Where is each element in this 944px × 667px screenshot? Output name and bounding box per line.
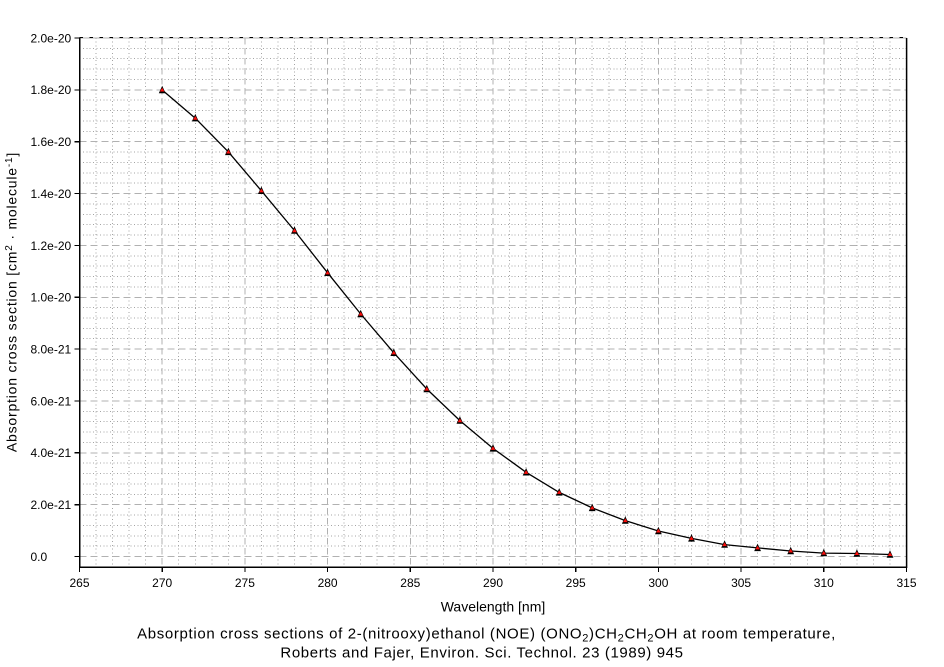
svg-text:Absorption cross sections of 2: Absorption cross sections of 2-(nitrooxy… bbox=[137, 626, 836, 645]
svg-text:300: 300 bbox=[648, 576, 668, 590]
svg-text:310: 310 bbox=[814, 576, 834, 590]
svg-text:2.0e-20: 2.0e-20 bbox=[31, 31, 72, 45]
svg-text:2.0e-21: 2.0e-21 bbox=[31, 498, 72, 512]
svg-text:8.0e-21: 8.0e-21 bbox=[31, 343, 72, 357]
svg-text:1.0e-20: 1.0e-20 bbox=[31, 291, 72, 305]
svg-text:265: 265 bbox=[69, 576, 89, 590]
svg-text:1.2e-20: 1.2e-20 bbox=[31, 239, 72, 253]
svg-text:275: 275 bbox=[235, 576, 255, 590]
svg-text:285: 285 bbox=[400, 576, 420, 590]
svg-text:290: 290 bbox=[483, 576, 503, 590]
svg-text:270: 270 bbox=[152, 576, 172, 590]
svg-text:1.4e-20: 1.4e-20 bbox=[31, 187, 72, 201]
svg-text:280: 280 bbox=[318, 576, 338, 590]
svg-text:4.0e-21: 4.0e-21 bbox=[31, 446, 72, 460]
svg-text:1.6e-20: 1.6e-20 bbox=[31, 135, 72, 149]
svg-text:Wavelength [nm]: Wavelength [nm] bbox=[441, 599, 546, 615]
svg-text:295: 295 bbox=[566, 576, 586, 590]
svg-text:1.8e-20: 1.8e-20 bbox=[31, 83, 72, 97]
svg-text:Roberts and Fajer, Environ. Sc: Roberts and Fajer, Environ. Sci. Technol… bbox=[280, 645, 683, 662]
svg-text:315: 315 bbox=[896, 576, 916, 590]
svg-text:6.0e-21: 6.0e-21 bbox=[31, 394, 72, 408]
svg-text:305: 305 bbox=[731, 576, 751, 590]
svg-text:Absorption cross section [cm2: Absorption cross section [cm2 · molecule… bbox=[4, 152, 20, 452]
svg-text:0.0: 0.0 bbox=[31, 550, 48, 564]
